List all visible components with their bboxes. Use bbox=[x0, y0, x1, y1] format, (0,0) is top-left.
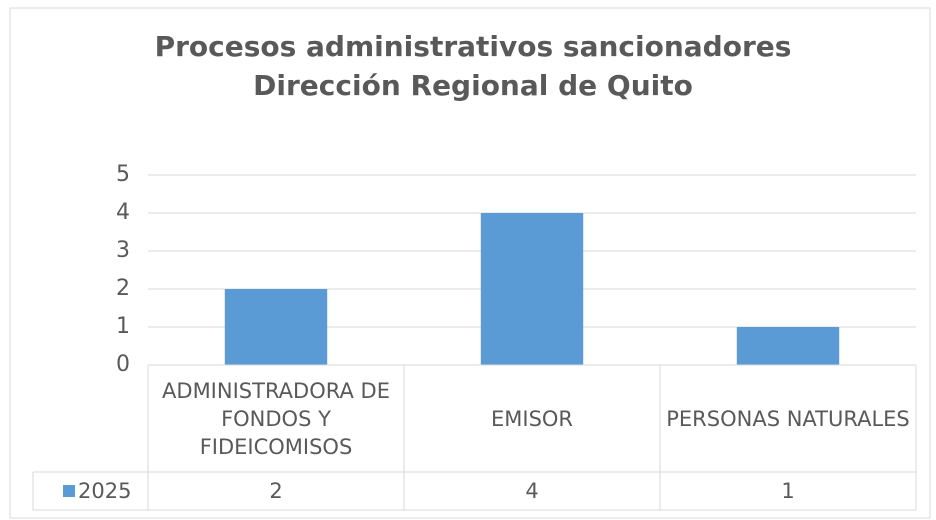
bar bbox=[736, 327, 840, 365]
data-table-value: 2 bbox=[269, 479, 283, 503]
x-tick-label: EMISOR bbox=[490, 406, 574, 431]
chart-title: Procesos administrativos sancionadores bbox=[155, 30, 792, 63]
y-tick-label: 0 bbox=[116, 352, 130, 377]
legend-label: 2025 bbox=[78, 479, 131, 503]
y-tick-label: 3 bbox=[116, 238, 130, 263]
data-table-value: 4 bbox=[525, 479, 539, 503]
chart-title: Dirección Regional de Quito bbox=[253, 69, 693, 102]
y-tick-label: 4 bbox=[116, 200, 130, 225]
y-tick-label: 5 bbox=[116, 162, 130, 187]
bar bbox=[224, 289, 328, 365]
legend-swatch bbox=[63, 485, 75, 497]
x-tick-label: ADMINISTRADORA DE FONDOS Y FIDEICOMISOS bbox=[162, 378, 390, 459]
data-table-value: 1 bbox=[781, 479, 795, 503]
x-tick-label: PERSONAS NATURALES bbox=[666, 406, 910, 431]
y-tick-label: 2 bbox=[116, 276, 130, 301]
bar bbox=[480, 213, 584, 365]
y-tick-label: 1 bbox=[116, 314, 130, 339]
chart-frame bbox=[9, 7, 931, 519]
